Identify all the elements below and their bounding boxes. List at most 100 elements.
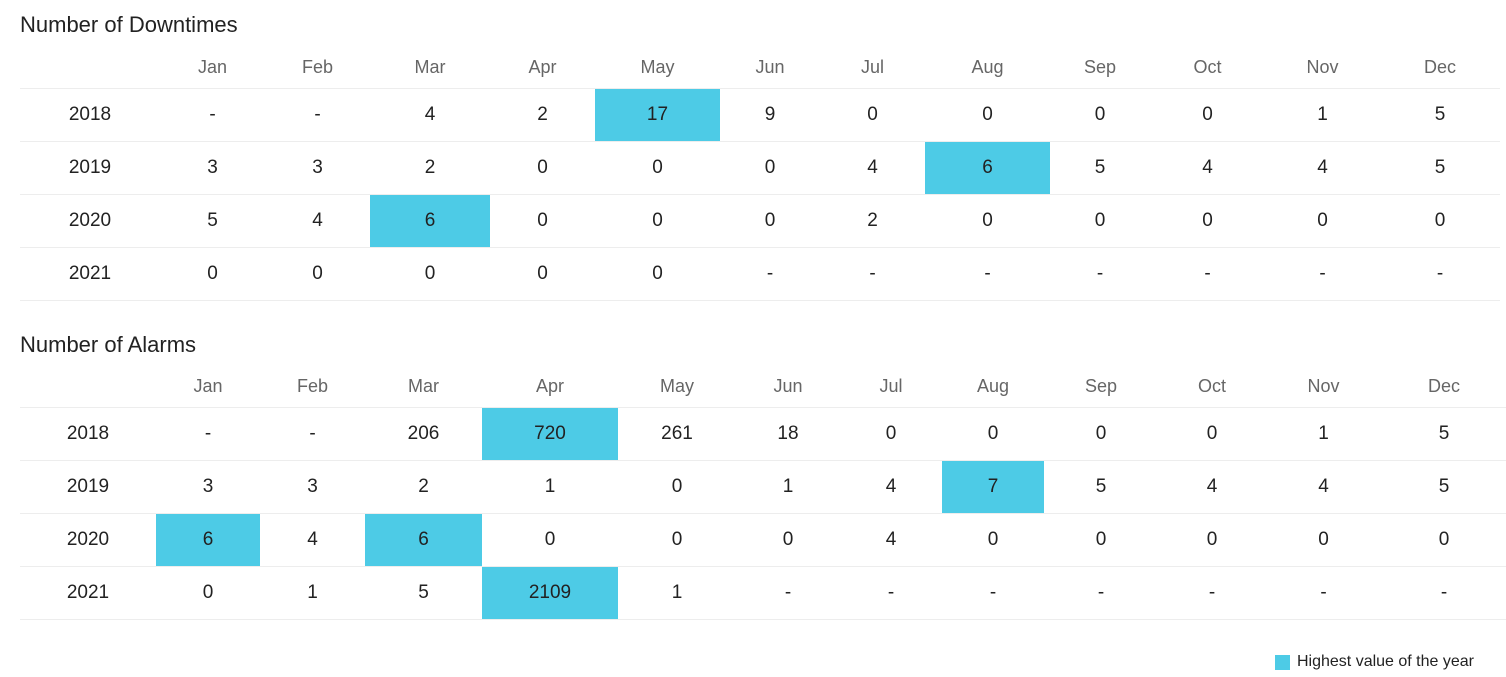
value-cell: 1: [618, 566, 736, 620]
value-cell: 4: [1265, 141, 1380, 195]
value-cell: 9: [720, 88, 820, 142]
value-cell: -: [736, 566, 840, 620]
value-cell: 0: [482, 513, 618, 567]
value-cell: 0: [160, 247, 265, 301]
legend-label: Highest value of the year: [1297, 653, 1474, 670]
value-cell: -: [720, 247, 820, 301]
month-header-mar: Mar: [370, 46, 490, 89]
value-cell: 3: [265, 141, 370, 195]
value-cell: 5: [160, 194, 265, 248]
value-cell: 0: [820, 88, 925, 142]
value-cell: 0: [1050, 194, 1150, 248]
table-row: 2019 3 3 2 1 0 1 4 7 5 4 4 5: [20, 460, 1506, 514]
table-row: 2020 5 4 6 0 0 0 2 0 0 0 0 0: [20, 194, 1500, 248]
downtimes-table: Jan Feb Mar Apr May Jun Jul Aug Sep Oct Nov Dec 201…: [20, 46, 1500, 301]
month-header-dec: Dec: [1381, 365, 1506, 408]
highlighted-value-cell: 6: [370, 194, 490, 248]
value-cell: 0: [1050, 88, 1150, 142]
value-cell: 4: [1158, 460, 1266, 514]
month-header-mar: Mar: [365, 365, 482, 408]
year-cell: 2020: [20, 513, 156, 567]
value-cell: 5: [1380, 141, 1500, 195]
value-cell: 1: [736, 460, 840, 514]
value-cell: 5: [1381, 407, 1506, 461]
highlighted-value-cell: 2109: [482, 566, 618, 620]
month-header-may: May: [595, 46, 720, 89]
corner-header-cell: [20, 365, 156, 408]
value-cell: 0: [490, 247, 595, 301]
value-cell: 0: [1150, 194, 1265, 248]
month-header-sep: Sep: [1050, 46, 1150, 89]
value-cell: -: [820, 247, 925, 301]
table-row: 2021 0 1 5 2109 1- - - - - - -: [20, 566, 1506, 620]
month-header-oct: Oct: [1150, 46, 1265, 89]
highlighted-value-cell: 6: [156, 513, 260, 567]
value-cell: 0: [720, 194, 820, 248]
value-cell: 4: [820, 141, 925, 195]
value-cell: 4: [1266, 460, 1381, 514]
value-cell: 0: [942, 407, 1044, 461]
value-cell: 0: [720, 141, 820, 195]
value-cell: -: [925, 247, 1050, 301]
value-cell: 0: [1380, 194, 1500, 248]
value-cell: -: [156, 407, 260, 461]
month-header-dec: Dec: [1380, 46, 1500, 89]
month-header-oct: Oct: [1158, 365, 1266, 408]
value-cell: 3: [156, 460, 260, 514]
value-cell: 2: [370, 141, 490, 195]
value-cell: 0: [1150, 88, 1265, 142]
highlighted-value-cell: 7: [942, 460, 1044, 514]
value-cell: 5: [1050, 141, 1150, 195]
value-cell: -: [1265, 247, 1380, 301]
corner-header-cell: [20, 46, 160, 89]
alarms-section-title: Number of Alarms: [20, 332, 197, 357]
month-header-jan: Jan: [160, 46, 265, 89]
highlighted-value-cell: 17: [595, 88, 720, 142]
value-cell: 261: [618, 407, 736, 461]
value-cell: 4: [840, 513, 942, 567]
value-cell: 0: [925, 88, 1050, 142]
year-cell: 2019: [20, 141, 160, 195]
value-cell: -: [1158, 566, 1266, 620]
value-cell: 3: [260, 460, 365, 514]
value-cell: 0: [265, 247, 370, 301]
value-cell: 0: [595, 247, 720, 301]
value-cell: 0: [840, 407, 942, 461]
value-cell: 4: [840, 460, 942, 514]
value-cell: 0: [925, 194, 1050, 248]
table-row: 2019 3 3 2 0 0 0 4 6 5 4 4 5: [20, 141, 1500, 195]
year-cell: 2021: [20, 566, 156, 620]
value-cell: 0: [156, 566, 260, 620]
highlighted-value-cell: 720: [482, 407, 618, 461]
value-cell: -: [1380, 247, 1500, 301]
month-header-jul: Jul: [840, 365, 942, 408]
month-header-may: May: [618, 365, 736, 408]
year-cell: 2021: [20, 247, 160, 301]
downtimes-table-body: 2018- -4 2 17 9 0 0 0 0 1 5 2019 3 3 2 0 0 0 4 6 5 4 4 5 2020 5 4 6…: [20, 88, 1500, 301]
value-cell: 0: [1044, 513, 1158, 567]
year-cell: 2018: [20, 88, 160, 142]
month-header-aug: Aug: [925, 46, 1050, 89]
legend-swatch: [1275, 654, 1290, 670]
value-cell: -: [1050, 247, 1150, 301]
value-cell: 5: [365, 566, 482, 620]
value-cell: -: [1381, 566, 1506, 620]
value-cell: 1: [1266, 407, 1381, 461]
month-header-feb: Feb: [260, 365, 365, 408]
month-header-jun: Jun: [720, 46, 820, 89]
value-cell: 4: [260, 513, 365, 567]
month-header-apr: Apr: [490, 46, 595, 89]
value-cell: 0: [595, 141, 720, 195]
month-header-apr: Apr: [482, 365, 618, 408]
downtimes-section-title: Number of Downtimes: [20, 12, 238, 37]
value-cell: 0: [942, 513, 1044, 567]
value-cell: 0: [1381, 513, 1506, 567]
value-cell: 0: [1158, 513, 1266, 567]
value-cell: -: [265, 88, 370, 142]
alarms-table-body: 2018- -206 720 261 18 0 0 0 0 1 5 2019 3 3 2 1 0 1 4 7 5 4 4 5 2…: [20, 407, 1506, 620]
highlighted-value-cell: 6: [365, 513, 482, 567]
alarms-header-row: Jan Feb Mar Apr May Jun Jul Aug Sep Oct Nov Dec: [20, 365, 1506, 408]
value-cell: 1: [482, 460, 618, 514]
table-row: 2018- -4 2 17 9 0 0 0 0 1 5: [20, 88, 1500, 142]
value-cell: 2: [820, 194, 925, 248]
